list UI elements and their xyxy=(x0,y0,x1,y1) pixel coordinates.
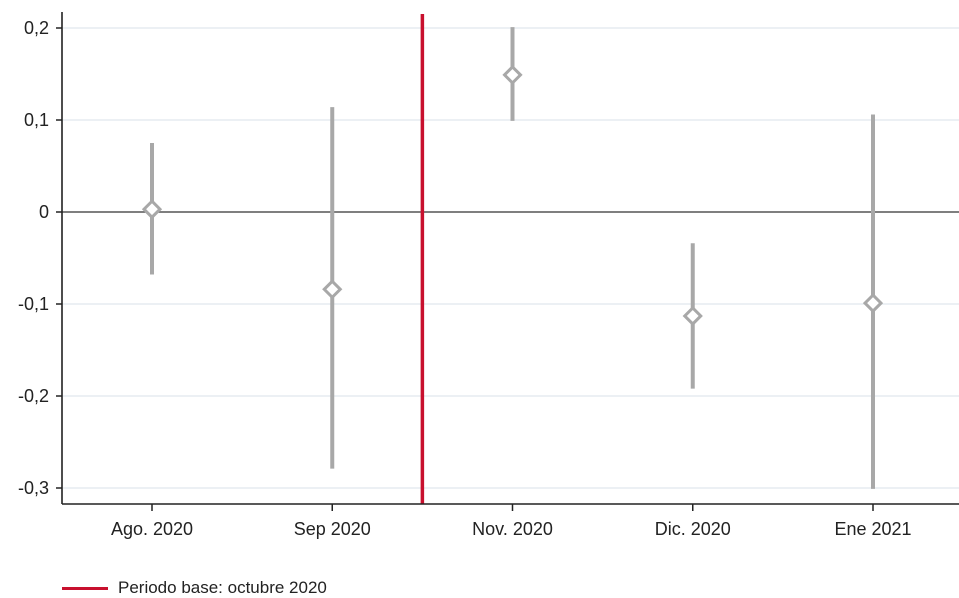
point-estimate-marker xyxy=(502,64,523,86)
point-estimates xyxy=(141,64,884,327)
y-tick-label: -0,1 xyxy=(18,294,49,314)
point-estimate-marker xyxy=(322,279,343,300)
y-tick-label: 0,1 xyxy=(24,110,49,130)
axes: 0,2 0,1 0 -0,1 -0,2 -0,3 Ago. 2020 Sep 2020 Nov.… xyxy=(18,12,959,539)
x-tick-label: Ago. 2020 xyxy=(111,519,193,539)
point-estimate-marker xyxy=(682,305,703,327)
y-tick-label: -0,2 xyxy=(18,386,49,406)
legend-label-base-period: Periodo base: octubre 2020 xyxy=(118,578,327,597)
point-estimate-marker xyxy=(141,199,163,220)
legend: Periodo base: octubre 2020 xyxy=(62,578,327,598)
grid-lines xyxy=(62,27,959,489)
x-tick-label: Dic. 2020 xyxy=(655,519,731,539)
point-estimate-marker xyxy=(862,292,884,314)
x-tick-label: Sep 2020 xyxy=(294,519,371,539)
y-tick-label: 0,2 xyxy=(24,18,49,38)
x-tick-label: Ene 2021 xyxy=(834,519,911,539)
y-tick-label: 0 xyxy=(39,202,49,222)
x-tick-label: Nov. 2020 xyxy=(472,519,553,539)
confidence-intervals xyxy=(150,27,875,489)
y-tick-label: -0,3 xyxy=(18,478,49,498)
legend-swatch-base-period xyxy=(62,586,108,590)
